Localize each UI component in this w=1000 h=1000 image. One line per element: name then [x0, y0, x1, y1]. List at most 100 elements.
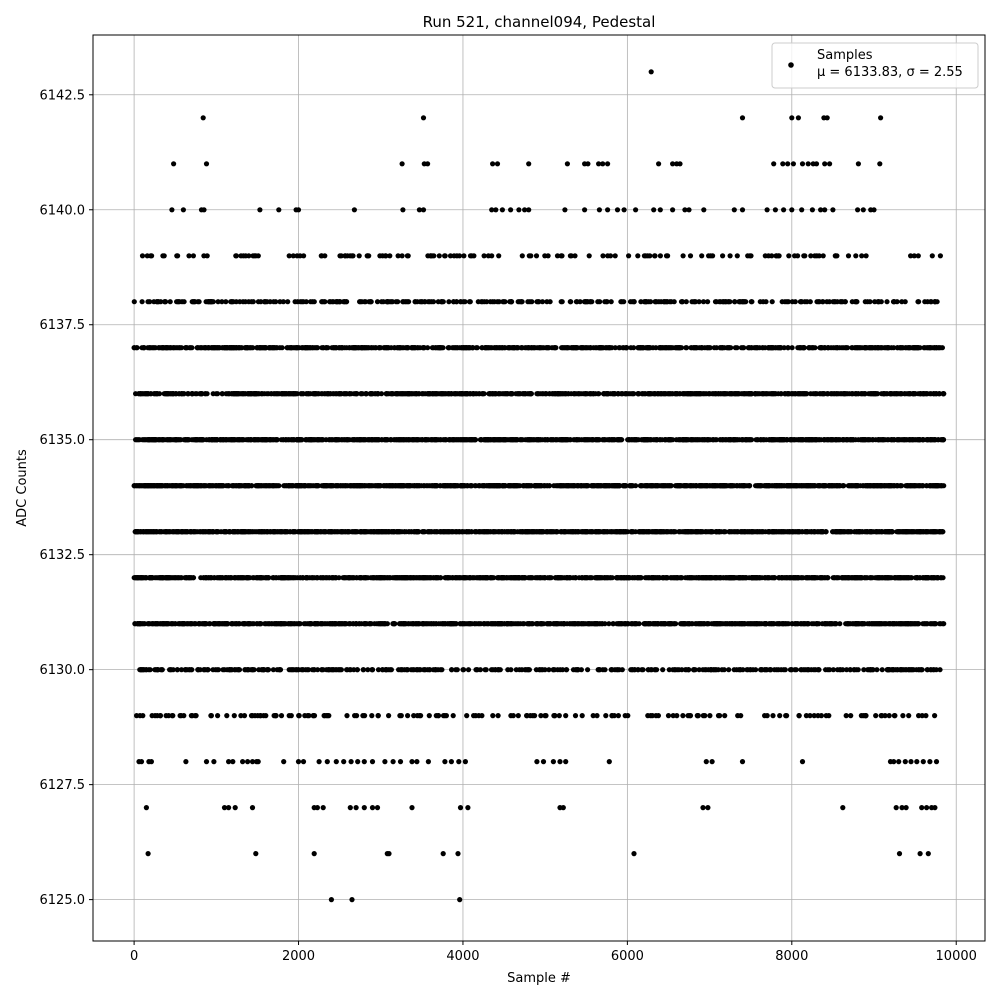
data-point: [331, 575, 337, 581]
data-point: [843, 621, 849, 627]
data-point: [826, 483, 832, 489]
data-point: [654, 483, 660, 489]
data-point: [247, 621, 253, 627]
data-point: [312, 529, 318, 535]
data-point: [292, 529, 298, 535]
data-point: [410, 575, 416, 581]
data-point: [885, 621, 891, 627]
data-point: [671, 621, 677, 627]
data-point: [638, 483, 644, 489]
data-point: [214, 529, 220, 535]
data-point: [648, 621, 654, 627]
data-point: [459, 483, 465, 489]
data-point: [511, 483, 518, 489]
data-point: [594, 529, 600, 535]
data-point: [717, 621, 723, 627]
data-point: [285, 575, 291, 581]
data-point: [326, 575, 333, 581]
data-point: [303, 529, 309, 535]
data-point: [878, 621, 884, 627]
data-point: [456, 575, 463, 581]
data-point: [786, 483, 793, 489]
data-point: [602, 529, 609, 535]
data-point: [762, 621, 768, 627]
data-point: [457, 621, 463, 627]
data-point: [819, 621, 826, 627]
data-point: [681, 621, 688, 627]
data-point: [694, 575, 700, 581]
data-point: [464, 483, 471, 489]
data-point: [740, 483, 746, 489]
data-point: [603, 575, 609, 581]
data-point: [915, 529, 921, 535]
data-point: [802, 621, 808, 627]
data-point: [621, 483, 628, 489]
data-point: [160, 621, 166, 627]
data-point: [478, 621, 484, 627]
data-point: [693, 483, 699, 489]
data-point: [762, 575, 768, 581]
data-point: [533, 621, 539, 627]
data-point: [529, 575, 536, 581]
data-point: [537, 483, 543, 489]
data-point: [207, 483, 214, 489]
data-point: [644, 483, 650, 489]
data-point: [712, 621, 718, 627]
data-point: [924, 483, 930, 489]
data-point: [668, 575, 674, 581]
data-point: [579, 483, 585, 489]
data-point: [417, 575, 423, 581]
data-point: [592, 621, 598, 627]
data-point: [263, 621, 269, 627]
data-point: [557, 483, 563, 489]
data-point: [688, 483, 694, 489]
data-point: [257, 621, 263, 627]
data-point: [336, 575, 342, 581]
data-point: [589, 483, 596, 489]
data-point: [633, 621, 639, 627]
data-point: [180, 621, 186, 627]
data-point: [371, 575, 377, 581]
data-point: [680, 483, 687, 489]
data-point: [228, 575, 234, 581]
data-point: [202, 621, 208, 627]
data-point: [858, 529, 864, 535]
data-point: [184, 575, 190, 581]
data-point: [844, 529, 850, 535]
data-point: [308, 575, 314, 581]
data-point: [697, 529, 703, 535]
data-point: [932, 575, 939, 581]
data-point: [699, 575, 705, 581]
data-point: [319, 621, 325, 627]
data-point: [558, 575, 565, 581]
data-point: [623, 621, 629, 627]
data-point: [481, 483, 487, 489]
data-point: [188, 529, 194, 535]
data-point: [341, 575, 347, 581]
data-point: [343, 621, 349, 627]
data-point: [906, 575, 912, 581]
data-point: [365, 575, 371, 581]
data-point: [861, 621, 867, 627]
data-point: [192, 621, 198, 627]
data-point: [145, 529, 151, 535]
data-point: [188, 575, 194, 581]
data-point: [736, 575, 742, 581]
data-point: [672, 483, 679, 489]
data-point: [354, 575, 360, 581]
data-point: [555, 575, 561, 581]
data-point: [806, 621, 812, 627]
data-point: [169, 483, 176, 489]
data-point: [253, 483, 259, 489]
data-point: [820, 483, 826, 489]
data-point: [585, 529, 591, 535]
data-point: [606, 621, 612, 627]
data-point: [401, 529, 407, 535]
data-point: [581, 621, 587, 627]
data-point: [284, 529, 290, 535]
data-point: [925, 575, 931, 581]
data-point: [144, 483, 150, 489]
data-point: [518, 529, 524, 535]
data-point: [795, 575, 801, 581]
data-point: [907, 483, 913, 489]
